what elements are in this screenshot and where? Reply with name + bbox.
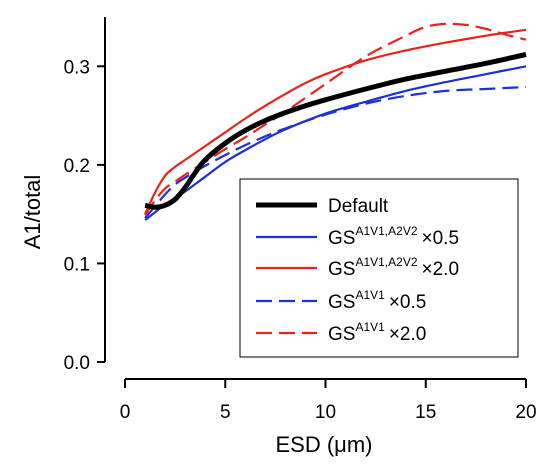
legend-label-3: GSA1V1,A2V2 ×2.0 xyxy=(328,255,459,280)
series-line-3 xyxy=(144,28,527,215)
legend-label-superscript: A1V1,A2V2 xyxy=(355,255,417,269)
x-tick-label: 20 xyxy=(515,402,536,423)
legend-label-suffix: ×0.5 xyxy=(422,228,460,249)
legend-label-2: GSA1V1,A2V2 ×0.5 xyxy=(328,224,459,249)
legend-label-suffix: ×2.0 xyxy=(389,324,427,345)
x-tick-label: 10 xyxy=(315,402,336,423)
series-layer xyxy=(144,22,527,221)
series-line-1 xyxy=(144,52,527,210)
legend-label-main: GS xyxy=(328,324,355,345)
x-tick-label: 15 xyxy=(415,402,436,423)
legend-label-suffix: ×2.0 xyxy=(422,259,460,280)
y-tick-label: 0.2 xyxy=(64,156,90,177)
legend-label-suffix: ×0.5 xyxy=(389,292,427,313)
legend-label-main: GS xyxy=(328,259,355,280)
x-tick-label: 0 xyxy=(120,402,131,423)
y-ticks: 0.0 0.1 0.2 0.3 xyxy=(64,57,105,374)
legend-label-main: GS xyxy=(328,228,355,249)
legend-label-1: Default xyxy=(328,196,389,217)
legend-label-main: GS xyxy=(328,292,355,313)
legend-label-superscript: A1V1,A2V2 xyxy=(355,224,417,238)
axes: 0.0 0.1 0.2 0.3 0 5 10 15 20 xyxy=(64,17,537,423)
legend-label-4: GSA1V1 ×0.5 xyxy=(328,288,426,313)
y-tick-label: 0.1 xyxy=(64,254,90,275)
legend-label-5: GSA1V1 ×2.0 xyxy=(328,320,426,345)
legend-label-superscript: A1V1 xyxy=(355,288,385,302)
x-tick-label: 5 xyxy=(220,402,231,423)
y-tick-label: 0.3 xyxy=(64,57,90,78)
legend-label-superscript: A1V1 xyxy=(355,320,385,334)
y-tick-label: 0.0 xyxy=(64,353,90,374)
x-axis-title: ESD (μm) xyxy=(275,432,372,457)
x-ticks: 0 5 10 15 20 xyxy=(120,379,537,423)
y-axis-title: A1/total xyxy=(20,175,45,250)
series-line-4 xyxy=(144,85,527,219)
